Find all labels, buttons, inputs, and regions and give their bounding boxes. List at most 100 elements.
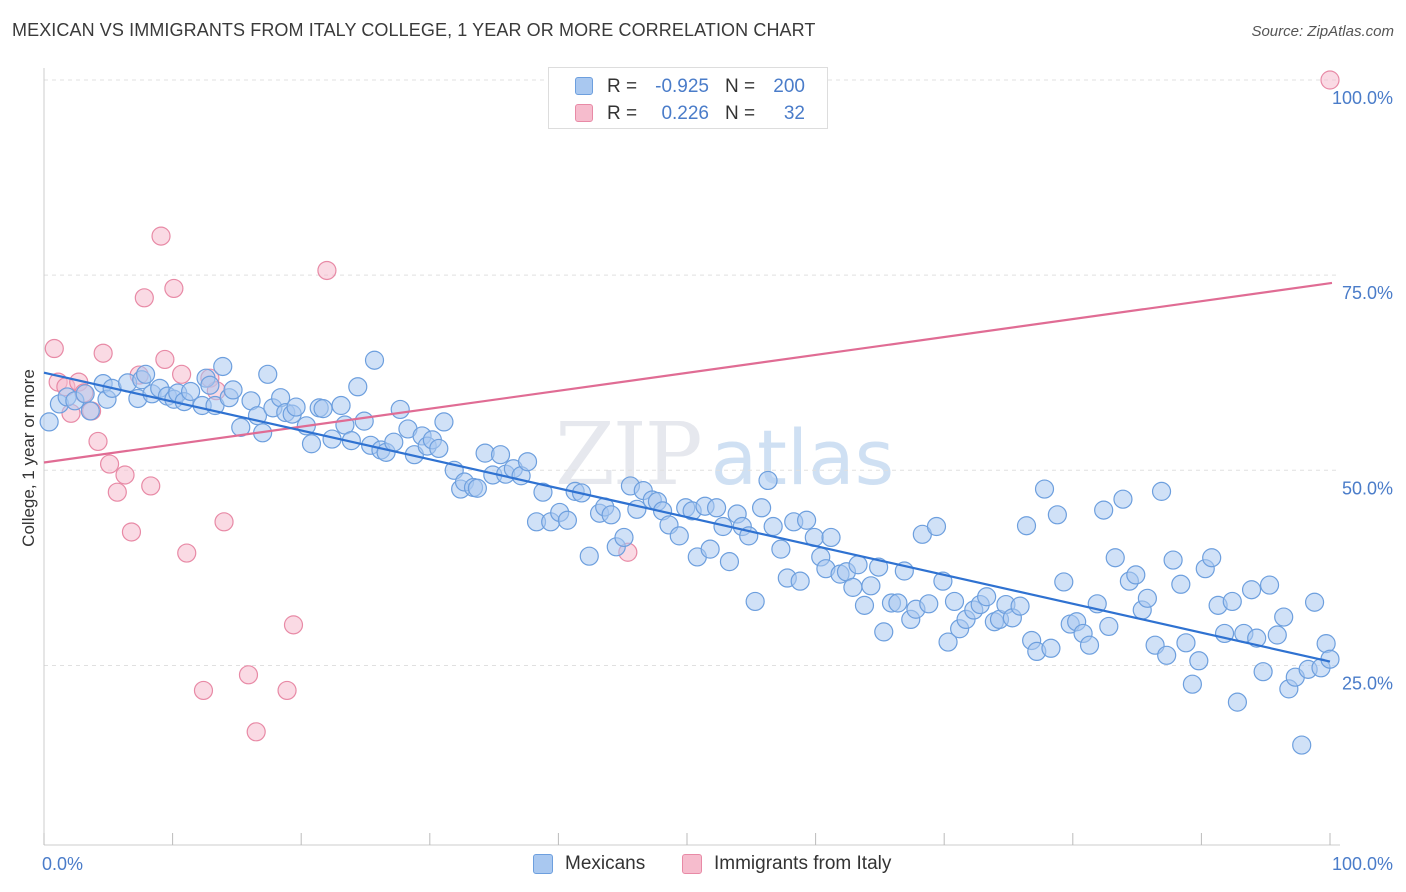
x-tick-label-max: 100.0% <box>1332 854 1393 874</box>
point-mexicans <box>135 364 156 384</box>
point-mexicans <box>348 377 368 397</box>
point-immigrants-from-italy <box>177 543 197 563</box>
series-immigrants-from-italy <box>44 70 1340 742</box>
point-mexicans <box>1292 735 1312 755</box>
point-mexicans <box>1034 479 1055 499</box>
point-mexicans <box>1105 548 1125 568</box>
point-mexicans <box>1016 516 1037 536</box>
bottom-legend-label: Immigrants from Italy <box>714 853 892 874</box>
point-mexicans <box>848 555 868 575</box>
point-mexicans <box>1189 651 1209 671</box>
point-mexicans <box>854 595 875 615</box>
point-mexicans <box>1247 628 1267 648</box>
point-mexicans <box>821 527 841 548</box>
legend-swatch-blue <box>575 77 593 95</box>
source-label: Source: ZipAtlas.com <box>1251 23 1394 40</box>
y-axis-tick-labels: 25.0% 50.0% 75.0% 100.0% <box>1332 88 1393 693</box>
point-immigrants-from-italy <box>134 288 154 308</box>
point-immigrants-from-italy <box>107 482 127 502</box>
point-mexicans <box>1227 692 1248 712</box>
trend-lines <box>43 281 1333 663</box>
x-tick-label-min: 0.0% <box>42 854 83 874</box>
point-mexicans <box>1126 565 1146 585</box>
legend-r-value: 0.226 <box>661 103 709 124</box>
point-mexicans <box>1241 580 1262 600</box>
point-immigrants-from-italy <box>88 431 108 452</box>
point-mexicans <box>579 546 599 566</box>
point-mexicans <box>1054 572 1074 592</box>
point-mexicans <box>1182 674 1202 694</box>
point-mexicans <box>384 432 404 452</box>
legend-r-value: -0.925 <box>655 76 709 97</box>
point-mexicans <box>286 397 306 417</box>
bottom-legend-swatch-blue <box>533 854 553 874</box>
point-mexicans <box>919 594 939 614</box>
x-axis-ticks <box>43 833 1331 845</box>
point-mexicans <box>429 438 449 459</box>
point-mexicans <box>1202 548 1222 568</box>
point-immigrants-from-italy <box>151 226 171 246</box>
point-mexicans <box>331 395 351 416</box>
point-mexicans <box>313 399 333 419</box>
y-tick-label: 75.0% <box>1342 283 1393 303</box>
point-mexicans <box>771 539 791 559</box>
point-mexicans <box>888 593 908 613</box>
point-mexicans <box>231 417 251 437</box>
point-mexicans <box>434 412 454 432</box>
legend-n-key: N = <box>725 76 756 97</box>
point-mexicans <box>1047 505 1067 525</box>
point-mexicans <box>796 510 817 530</box>
legend-row-mexicans: R = -0.925 N = 200 <box>549 74 827 100</box>
point-mexicans <box>926 516 947 537</box>
y-tick-label: 25.0% <box>1342 673 1393 693</box>
trend-line-italy <box>43 281 1333 464</box>
point-immigrants-from-italy <box>121 522 142 542</box>
point-mexicans <box>1010 596 1030 616</box>
point-mexicans <box>700 539 720 559</box>
point-mexicans <box>1253 662 1273 682</box>
point-immigrants-from-italy <box>155 349 175 370</box>
point-mexicans <box>790 571 810 591</box>
point-mexicans <box>758 470 778 491</box>
point-mexicans <box>1099 616 1119 637</box>
point-mexicans <box>763 516 783 537</box>
point-mexicans <box>627 499 647 519</box>
watermark-atlas: atlas <box>710 413 895 502</box>
point-mexicans <box>181 381 201 402</box>
point-immigrants-from-italy <box>193 680 214 701</box>
chart-title: MEXICAN VS IMMIGRANTS FROM ITALY COLLEGE… <box>12 20 816 40</box>
point-mexicans <box>745 591 765 612</box>
point-mexicans <box>861 576 881 596</box>
point-mexicans <box>1171 574 1191 594</box>
point-immigrants-from-italy <box>1320 70 1340 90</box>
point-immigrants-from-italy <box>238 665 259 685</box>
series-mexicans <box>39 350 1340 755</box>
point-immigrants-from-italy <box>44 338 64 359</box>
point-mexicans <box>364 350 385 370</box>
y-axis-label: College, 1 year or more <box>19 369 38 547</box>
point-mexicans <box>1137 588 1157 608</box>
point-mexicans <box>944 591 965 612</box>
point-mexicans <box>200 375 220 395</box>
point-mexicans <box>223 380 243 400</box>
legend-n-value: 32 <box>783 103 805 124</box>
point-mexicans <box>533 482 553 502</box>
legend-row-italy: R = 0.226 N = 32 <box>549 101 827 127</box>
trend-line-mexicans <box>43 371 1331 663</box>
bottom-legend-swatch-pink <box>682 854 702 874</box>
point-mexicans <box>1316 634 1336 654</box>
point-mexicans <box>301 434 322 454</box>
point-mexicans <box>39 412 59 432</box>
point-immigrants-from-italy <box>317 260 337 281</box>
point-immigrants-from-italy <box>214 512 234 532</box>
point-mexicans <box>874 622 894 642</box>
point-mexicans <box>601 505 621 525</box>
point-immigrants-from-italy <box>172 364 192 384</box>
point-mexicans <box>719 552 740 572</box>
point-mexicans <box>669 526 689 546</box>
point-mexicans <box>213 356 233 377</box>
point-immigrants-from-italy <box>283 615 304 635</box>
point-mexicans <box>390 399 410 420</box>
point-mexicans <box>557 510 578 530</box>
